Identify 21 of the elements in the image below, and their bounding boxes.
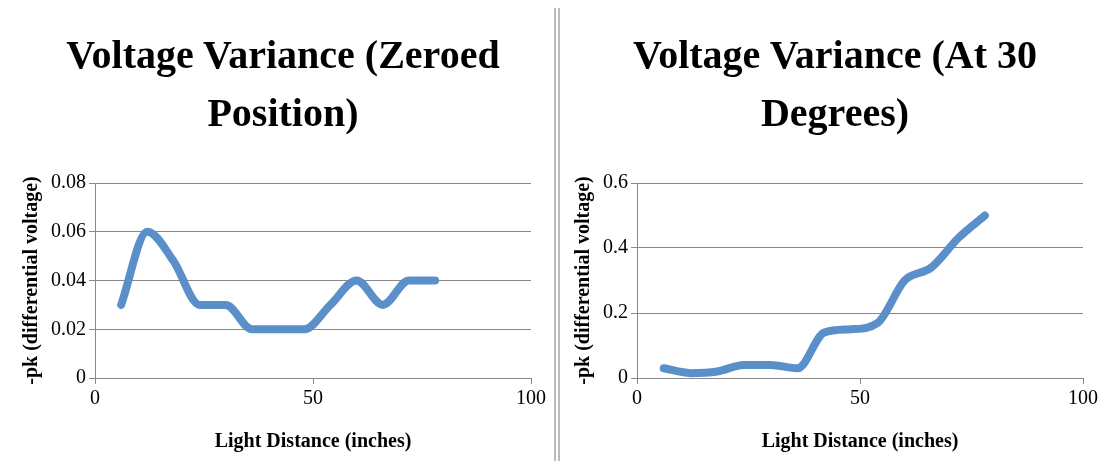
x-tick-label: 100 — [1068, 386, 1098, 409]
x-tick-label: 100 — [516, 386, 546, 409]
y-tick-label: 0.6 — [603, 170, 628, 193]
chart-title: Voltage Variance (At 30 Degrees) — [631, 31, 1038, 137]
y-tick-label: 0 — [76, 365, 86, 388]
y-tick-label: 0.02 — [51, 316, 86, 339]
y-tick-label: 0.08 — [51, 170, 86, 193]
y-axis-title: -pk (differential voltage) — [571, 176, 595, 385]
y-tick-label: 0.4 — [603, 235, 628, 258]
x-tick-label: 0 — [90, 386, 100, 409]
x-tick-label: 50 — [303, 386, 323, 409]
x-tick-label: 50 — [850, 386, 870, 409]
y-tick-label: 0 — [618, 365, 628, 388]
y-tick-label: 0.04 — [51, 267, 86, 290]
chart-title: Voltage Variance (Zeroed Position) — [65, 31, 501, 137]
x-tick-label: 0 — [632, 386, 642, 409]
y-tick-label: 0.2 — [603, 300, 628, 323]
y-axis-title: -pk (differential voltage) — [19, 176, 43, 385]
x-axis-title: Light Distance (inches) — [761, 429, 959, 453]
y-tick-label: 0.06 — [51, 219, 86, 241]
x-axis-title: Light Distance (inches) — [214, 429, 412, 453]
